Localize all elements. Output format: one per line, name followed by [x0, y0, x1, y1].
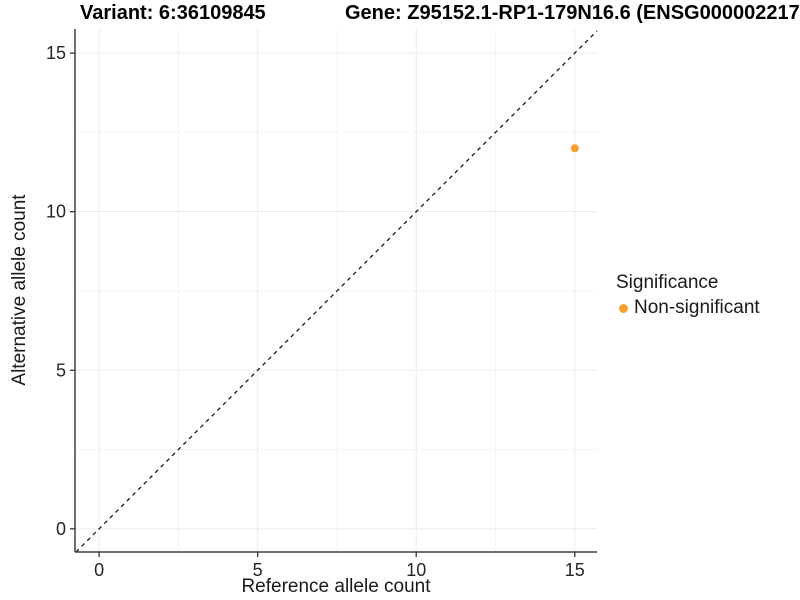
legend-item: Non-significant — [616, 297, 760, 319]
legend-point-swatch-icon — [619, 303, 628, 313]
variant-title: Variant: 6:36109845 — [80, 2, 266, 24]
x-tick-label: 10 — [406, 560, 426, 580]
x-tick-label: 15 — [565, 560, 585, 580]
y-tick-label: 5 — [56, 360, 66, 380]
x-tick-label: 5 — [253, 560, 263, 580]
y-tick-label: 10 — [46, 202, 66, 222]
legend: Significance Non-significant — [616, 272, 760, 319]
data-point — [570, 144, 579, 153]
legend-item-label: Non-significant — [634, 297, 760, 318]
legend-title: Significance — [616, 272, 719, 293]
identity-line — [75, 30, 598, 553]
gene-title: Gene: Z95152.1-RP1-179N16.6 (ENSG0000022… — [345, 2, 800, 24]
y-axis-title: Alternative allele count — [9, 194, 30, 386]
y-tick-label: 0 — [56, 519, 66, 539]
x-axis-title: Reference allele count — [241, 576, 431, 597]
x-tick-label: 0 — [94, 560, 104, 580]
y-tick-label: 15 — [46, 43, 66, 63]
